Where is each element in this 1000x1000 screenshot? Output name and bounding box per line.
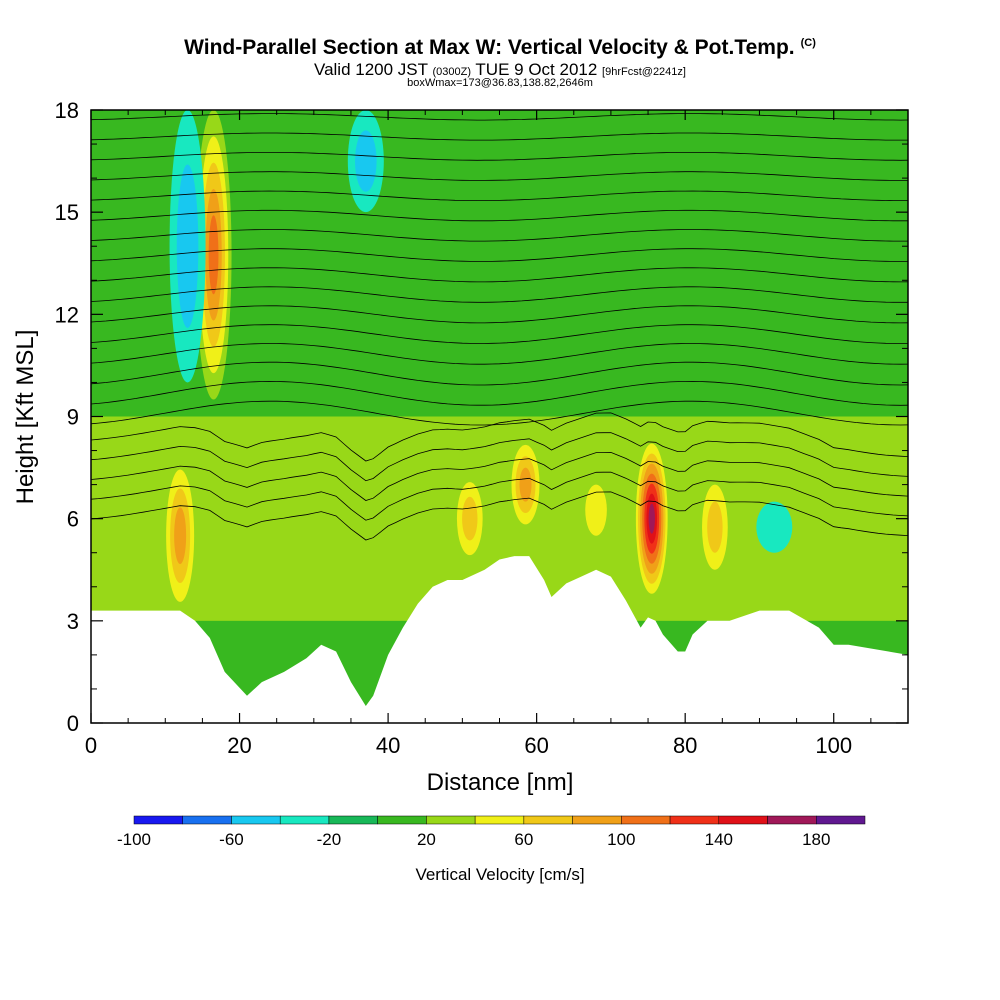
terrain-mask	[91, 556, 908, 723]
subtitle-utc: (0300Z)	[432, 66, 471, 78]
colorbar-tick-label: -60	[219, 830, 244, 849]
theta-contour	[91, 132, 908, 141]
x-tick-label: 80	[673, 733, 697, 758]
y-tick-label: 9	[67, 405, 79, 430]
updraft-core	[462, 496, 478, 541]
y-tick-label: 3	[67, 609, 79, 634]
theta-contour	[91, 324, 908, 344]
downdraft-core	[176, 164, 199, 328]
updraft-core	[707, 501, 723, 553]
downdraft-core	[756, 501, 793, 553]
theta-contour	[91, 451, 908, 501]
colorbar-swatch	[231, 815, 281, 825]
theta-contour	[91, 209, 908, 222]
theta-contour	[91, 171, 908, 181]
x-axis-label: Distance [nm]	[427, 769, 574, 796]
colorbar-swatch	[523, 815, 573, 825]
theta-contour	[91, 152, 908, 161]
x-tick-label: 100	[815, 733, 852, 758]
updraft-core	[174, 507, 187, 565]
colorbar-tick-label: 100	[607, 830, 635, 849]
colorbar-swatch	[621, 815, 671, 825]
y-tick-label: 0	[67, 711, 79, 736]
colorbar-tick-label: 20	[417, 830, 436, 849]
y-tick-label: 6	[67, 507, 79, 532]
x-tick-label: 60	[524, 733, 548, 758]
colorbar-tick-label: -100	[117, 830, 151, 849]
theta-contour	[91, 113, 908, 121]
colorbar-swatch	[279, 815, 330, 825]
updraft-core	[519, 467, 532, 502]
colorbar-tick-label: 180	[802, 830, 830, 849]
theta-contour	[91, 305, 908, 324]
chart-subtitle: Valid 1200 JST (0300Z) TUE 9 Oct 2012 [9…	[314, 60, 686, 79]
colorbar-swatch	[182, 815, 232, 825]
theta-contour	[91, 361, 908, 386]
theta-contour	[91, 380, 908, 406]
subtitle-date: TUE 9 Oct 2012	[475, 60, 598, 79]
colorbar-swatch	[377, 815, 427, 825]
colorbar-swatch	[426, 815, 476, 825]
colorbar-swatch	[474, 815, 525, 825]
updraft-core	[208, 215, 219, 295]
colorbar-swatch	[718, 815, 768, 825]
theta-contour	[91, 400, 908, 426]
title-suffix: (C)	[800, 37, 816, 49]
colorbar-swatch	[328, 815, 378, 825]
x-tick-label: 40	[376, 733, 400, 758]
theta-contour	[91, 286, 908, 303]
chart-box-info: boxWmax=173@36.83,138.82,2646m	[407, 77, 593, 89]
downdraft-core	[355, 130, 377, 192]
x-tick-label: 20	[227, 733, 251, 758]
subtitle-fcst: [9hrFcst@2241z]	[602, 66, 686, 78]
colorbar-swatch	[669, 815, 720, 825]
axes: 0 20 40 60 80 100 0 3 6 9 12 15 18	[55, 98, 908, 758]
colorbar-swatch	[767, 815, 817, 825]
theta-contour	[91, 432, 908, 482]
theta-contour	[91, 471, 908, 521]
theta-contour	[91, 267, 908, 283]
theta-contour	[91, 491, 908, 541]
colorbar-tick-label: -20	[317, 830, 342, 849]
theta-contours	[91, 94, 908, 541]
colorbar-label: Vertical Velocity [cm/s]	[415, 865, 584, 884]
updraft-core	[648, 503, 655, 534]
y-tick-label: 15	[55, 200, 79, 225]
x-tick-label: 0	[85, 733, 97, 758]
y-axis-label: Height [Kft MSL]	[12, 330, 39, 505]
theta-contour	[91, 94, 908, 100]
updraft-core	[585, 484, 607, 536]
theta-contour	[91, 229, 908, 242]
y-tick-label: 18	[55, 98, 79, 123]
colorbar-swatch	[816, 815, 866, 825]
theta-contour	[91, 190, 908, 201]
colorbar-swatch	[133, 815, 183, 825]
theta-contour	[91, 343, 908, 365]
colorbar-swatch	[572, 815, 622, 825]
theta-contour	[91, 248, 908, 262]
chart-title: Wind-Parallel Section at Max W: Vertical…	[184, 36, 816, 59]
colorbar-tick-label: 140	[705, 830, 733, 849]
colorbar: -100 -60 -20 20 60 100 140 180	[117, 815, 866, 849]
colorbar-tick-label: 60	[514, 830, 533, 849]
y-tick-label: 12	[55, 302, 79, 327]
theta-contour	[91, 412, 908, 462]
